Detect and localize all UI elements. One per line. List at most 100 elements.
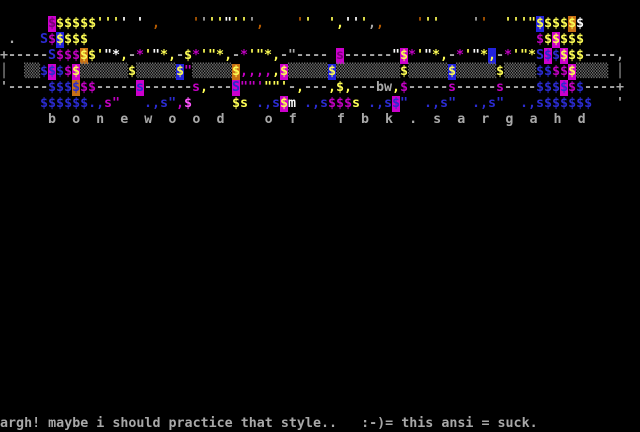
ansi-segment: $ xyxy=(392,96,401,112)
ansi-segment: ----- xyxy=(8,80,49,95)
ansi-segment: ------ xyxy=(144,80,193,95)
ansi-segment: b o n e w o o d o f f b k . s a r g a h … xyxy=(48,112,586,127)
ansi-segment: .,s xyxy=(520,96,545,111)
ansi-segment: , xyxy=(152,16,161,31)
ansi-segment: , xyxy=(392,80,401,95)
ansi-segment: * xyxy=(240,48,249,63)
ansi-segment: $ xyxy=(176,64,185,80)
ansi-segment: $ xyxy=(560,80,569,96)
ansi-segment: , xyxy=(376,16,385,31)
ansi-segment: .,s" xyxy=(144,96,177,111)
ansi-row-2: . S $ $ $$$ $ $ $ $$$ xyxy=(0,32,640,48)
ansi-segment: $$ xyxy=(552,64,569,79)
ansi-segment: ▒▒▒▒▒ xyxy=(136,64,177,79)
ansi-segment: - xyxy=(232,48,241,63)
ansi-segment: " xyxy=(528,16,537,31)
ansi-segment: $ xyxy=(56,32,65,48)
ansi-segment: ▒▒▒▒▒▒▒▒ xyxy=(336,64,401,79)
ansi-segment: $ xyxy=(72,80,81,96)
ansi-segment: ' xyxy=(480,16,489,31)
ansi-segment: ' xyxy=(200,16,209,31)
ansi-segment: , xyxy=(272,64,281,79)
ansi-segment: .,s" xyxy=(472,96,505,111)
ansi-segment: . xyxy=(8,32,17,47)
ansi-segment: - xyxy=(176,48,185,63)
ansi-segment: ---- xyxy=(584,48,617,63)
ansi-segment: ' xyxy=(360,16,369,31)
ansi-segment: - xyxy=(320,48,329,63)
ansi-segment: $ xyxy=(544,48,553,64)
ansi-segment: $$$$$$ xyxy=(544,96,593,111)
ansi-segment: ''' xyxy=(504,16,529,31)
ansi-segment: " xyxy=(472,48,481,63)
ansi-segment: $$ xyxy=(536,64,553,79)
ansi-segment: s xyxy=(192,80,201,95)
ansi-segment: '' xyxy=(208,16,225,31)
ansi-segment: - xyxy=(496,48,505,63)
ansi-segment: "--- xyxy=(288,48,321,63)
ansi-segment: $ xyxy=(576,16,585,31)
ansi-segment: ' xyxy=(136,16,145,31)
ansi-segment: * xyxy=(136,48,145,63)
ansi-segment: S xyxy=(232,80,241,96)
ansi-segment: ' xyxy=(304,16,313,31)
ansi-segment: $ xyxy=(536,32,545,47)
ansi-segment: .,s xyxy=(304,96,329,111)
ansi-segment: ----- xyxy=(456,80,497,95)
ansi-segment: $ xyxy=(48,64,57,80)
ansi-segment: $ xyxy=(568,16,577,32)
ansi-segment: .,s xyxy=(256,96,281,111)
ansi-segment: + xyxy=(0,48,9,63)
ansi-segment: ''' xyxy=(96,16,121,31)
ansi-segment: ---- xyxy=(584,80,617,95)
ansi-segment: $s xyxy=(232,96,249,111)
ansi-segment: , xyxy=(176,96,185,111)
ansi-segment: bw xyxy=(376,80,393,95)
ansi-segment: * xyxy=(456,48,465,63)
ansi-segment: ----- xyxy=(8,48,49,63)
ansi-segment: $$$ xyxy=(328,96,353,111)
ansi-row-6: $$$$$$., s" .,s", $ $s .,s $ m .,s $$$ s .,s $ " .,s".… xyxy=(0,96,640,112)
ansi-segment: " xyxy=(152,48,161,63)
ansi-segment: - xyxy=(280,48,289,63)
ansi-segment: --- xyxy=(208,80,233,95)
ansi-segment: S xyxy=(48,48,57,63)
ansi-segment: ' xyxy=(144,48,153,63)
ansi-segment: $ xyxy=(536,16,545,32)
ansi-segment: '"*, xyxy=(248,48,281,63)
ansi-segment: $ xyxy=(56,64,65,79)
ansi-segment: ------ xyxy=(344,48,393,63)
ansi-segment: $ xyxy=(64,64,73,79)
ansi-segment: ▒▒▒▒▒ xyxy=(456,64,497,79)
ansi-segment: ' xyxy=(616,96,625,111)
ansi-segment: - xyxy=(288,80,297,95)
ansi-segment: --- xyxy=(352,80,377,95)
ansi-segment: $$$ xyxy=(56,48,81,63)
ansi-segment: $ xyxy=(496,64,505,79)
ansi-segment: $ xyxy=(232,64,241,80)
ansi-segment: ' xyxy=(416,48,425,63)
ansi-segment: $ xyxy=(72,64,81,80)
ansi-segment: ' xyxy=(120,16,129,31)
ansi-row-7: b o n e w o o d o f f b k . s a r g a h … xyxy=(0,112,640,128)
ansi-segment: $$ xyxy=(568,48,585,63)
ansi-segment: $ xyxy=(544,32,553,47)
ansi-segment: $$$ xyxy=(536,80,561,95)
ansi-segment: $ xyxy=(280,64,289,80)
ansi-segment: , xyxy=(120,48,129,63)
ansi-segment: ' xyxy=(192,16,201,31)
ansi-segment: '"* xyxy=(512,48,537,63)
ansi-segment: $ xyxy=(184,96,193,111)
ansi-segment: $ xyxy=(280,96,289,112)
ansi-segment: ' xyxy=(464,48,473,63)
ansi-segment: $ xyxy=(552,48,561,63)
ansi-segment: ' xyxy=(296,16,305,31)
ansi-segment: - xyxy=(448,48,457,63)
ansi-segment: * xyxy=(408,48,417,63)
ansi-segment: $$$ xyxy=(560,32,585,47)
ansi-segment: │ xyxy=(0,64,9,79)
ansi-segment: $ xyxy=(80,48,89,64)
ansi-segment: " xyxy=(224,16,233,31)
ansi-segment: ▒▒ xyxy=(24,64,41,79)
